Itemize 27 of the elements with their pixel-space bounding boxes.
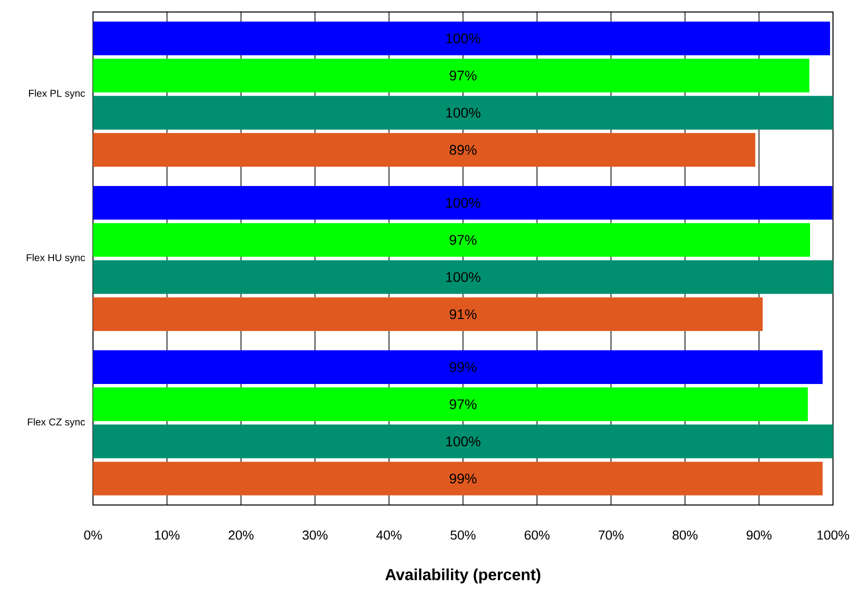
data-label: 100% [446,34,480,44]
x-tick-label: 100% [817,530,850,540]
y-tick-label: Flex CZ sync [28,418,85,428]
x-tick-label: 90% [746,530,772,540]
data-label: 99% [450,474,476,484]
data-label: 91% [450,309,476,320]
x-tick-label: 60% [524,530,550,540]
x-tick-label: 80% [672,530,698,540]
x-axis-title: Availability (percent) [385,568,540,584]
x-tick-label: 0% [84,530,102,540]
data-label: 97% [450,234,476,245]
x-tick-label: 40% [376,530,402,540]
y-tick-label: Flex PL sync [29,90,85,99]
x-tick-label: 50% [450,530,476,540]
data-label: 100% [446,272,480,282]
data-label: 89% [450,144,476,155]
data-label: 100% [446,108,480,118]
x-tick-label: 10% [155,530,180,540]
x-tick-label: 30% [302,530,328,540]
data-label: 100% [446,198,480,208]
data-label: 99% [450,362,476,372]
data-label: 97% [450,399,476,410]
x-tick-label: 70% [598,530,624,540]
y-tick-label: Flex HU sync [26,254,85,264]
data-label: 100% [446,436,480,446]
data-label: 97% [450,70,476,81]
x-tick-label: 20% [228,530,254,540]
